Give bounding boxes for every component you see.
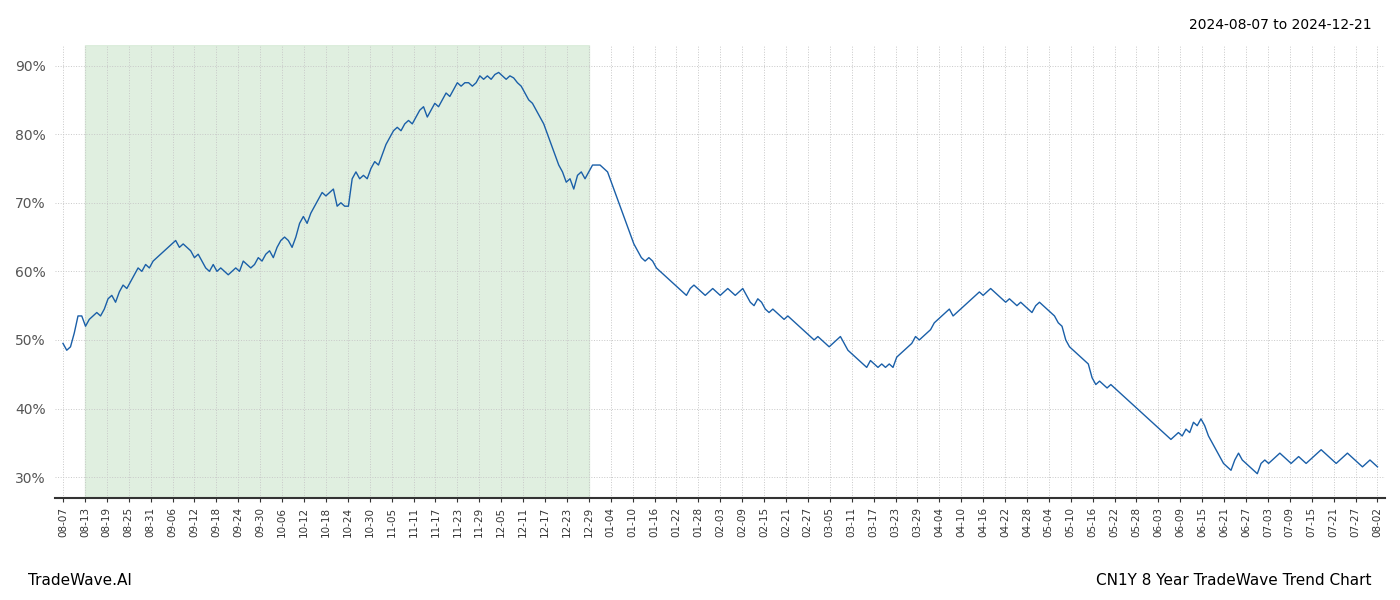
- Bar: [85, 45, 589, 498]
- Text: 2024-08-07 to 2024-12-21: 2024-08-07 to 2024-12-21: [1190, 18, 1372, 32]
- Text: TradeWave.AI: TradeWave.AI: [28, 573, 132, 588]
- Text: CN1Y 8 Year TradeWave Trend Chart: CN1Y 8 Year TradeWave Trend Chart: [1096, 573, 1372, 588]
